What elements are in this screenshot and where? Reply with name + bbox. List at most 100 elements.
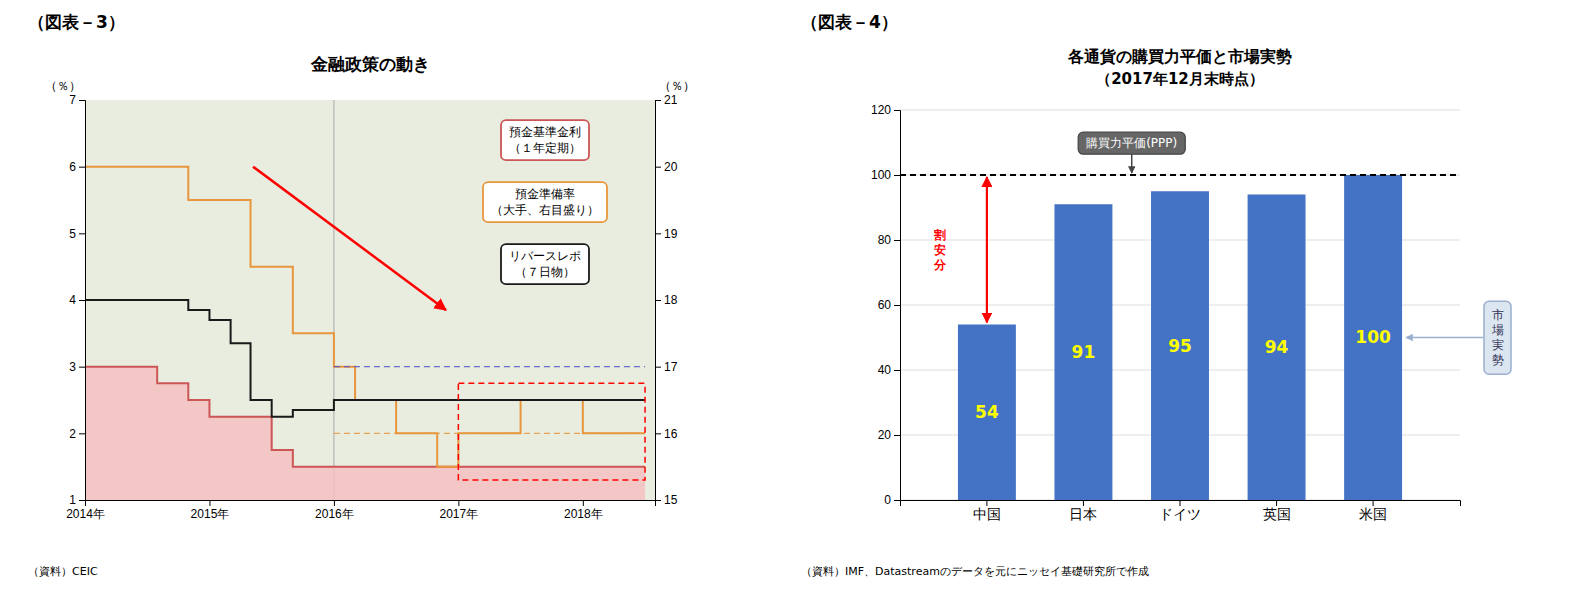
- plot-background: [85, 100, 655, 500]
- x-axis-tick: 米国: [1359, 500, 1387, 522]
- y-axis-tick: 80: [878, 233, 900, 247]
- y-axis-tick: 5: [69, 227, 85, 241]
- y-axis-line: [79, 101, 86, 501]
- x-axis-tick-mark: [583, 500, 584, 506]
- y2-axis-tick: 18: [655, 293, 678, 307]
- y-axis-tick-mark: [79, 167, 85, 168]
- reference-label: 購買力平価(PPP): [1078, 132, 1185, 173]
- y2-axis-tick-mark: [655, 367, 661, 368]
- x-axis-tick-mark: [209, 500, 210, 506]
- legend-label-line: （大手、右目盛り）: [491, 203, 599, 217]
- y-axis-tick-label: 5: [69, 227, 76, 241]
- x-axis-tick-label: 2016年: [315, 507, 354, 521]
- x-axis-tick-label: 2014年: [66, 507, 105, 521]
- y-axis-tick-label: 60: [878, 298, 892, 312]
- y-axis-tick-label: 6: [69, 160, 76, 174]
- legend-label-line: 預金基準金利: [509, 125, 581, 139]
- y2-axis-tick-label: 18: [664, 293, 678, 307]
- y2-axis-tick-label: 16: [664, 427, 678, 441]
- callout: 市場実勢: [1406, 301, 1511, 374]
- legend-item: 預金基準金利（１年定期）: [501, 120, 589, 160]
- y-axis: 1 2 3 4 5 6 7: [69, 93, 85, 507]
- legend: 預金基準金利（１年定期）預金準備率（大手、右目盛り）リバースレポ（７日物）: [483, 120, 607, 284]
- x-axis-tick-label: 2018年: [564, 507, 603, 521]
- x-axis-tick-label: 中国: [973, 506, 1001, 522]
- callout-label-line: 勢: [1492, 353, 1504, 367]
- highlight-box: [458, 383, 645, 480]
- grid-line: [900, 175, 1460, 176]
- x-axis-tick-label: 日本: [1069, 506, 1097, 522]
- bar: [1248, 195, 1306, 501]
- bar-chart: 54919594100購買力平価(PPP)割安分市場実勢020406080100…: [801, 12, 1511, 578]
- callout-label: 市場実勢: [1491, 308, 1504, 367]
- y2-axis-tick-label: 15: [664, 493, 678, 507]
- y2-axis-tick-mark: [655, 433, 661, 434]
- x-axis: 2014年 2015年 2016年 2017年 2018年: [66, 500, 655, 521]
- line-chart: 2014年 2015年 2016年 2017年 2018年 1 2 3 4 5 6 7 15 16 17 18…: [28, 12, 695, 578]
- y-axis: 0 20 40 60 80 100 120: [871, 103, 901, 507]
- y-axis-tick: 40: [878, 363, 900, 377]
- y2-axis-tick: 20: [655, 160, 678, 174]
- x-axis-tick: 2016年: [315, 500, 354, 521]
- y-axis-tick: 1: [69, 493, 85, 507]
- trend-arrow: [253, 167, 446, 310]
- plot-area: [85, 100, 645, 500]
- x-axis-tick-label: ドイツ: [1159, 506, 1201, 522]
- x-axis-tick-mark: [458, 500, 459, 506]
- figure-label: （図表－3）: [28, 12, 125, 32]
- legend-item: リバースレポ（７日物）: [501, 244, 589, 284]
- x-axis-tick-label: 2015年: [191, 507, 230, 521]
- bar: [958, 325, 1016, 501]
- y2-axis-title: （％）: [659, 79, 695, 93]
- y-axis-tick-mark: [79, 233, 85, 234]
- reference-label-box: [1078, 132, 1185, 154]
- legend-box: [501, 120, 589, 160]
- y2-axis-tick-mark: [655, 100, 661, 101]
- callout-label-line: 実: [1492, 338, 1504, 352]
- reference-label-text-line: 購買力平価(PPP): [1086, 136, 1177, 150]
- y2-axis-tick-label: 19: [664, 227, 678, 241]
- legend-label-line: （７日物）: [515, 265, 575, 279]
- bar: [1344, 175, 1402, 500]
- chart-svg: 2014年 2015年 2016年 2017年 2018年 1 2 3 4 5 6 7 15 16 17 18…: [0, 0, 1586, 590]
- bar: [1151, 191, 1209, 500]
- series-line: [85, 300, 645, 417]
- y-axis-tick-label: 80: [878, 233, 892, 247]
- grid-line: [900, 110, 1460, 111]
- y-axis-tick-label: 0: [884, 493, 891, 507]
- callout-label-line: 市: [1492, 308, 1504, 322]
- y-axis-tick-mark: [79, 300, 85, 301]
- reference-label-arrow: [1131, 154, 1133, 173]
- y-axis-tick: 100: [871, 168, 900, 182]
- y-axis-tick: 4: [69, 293, 85, 307]
- bar: [1054, 204, 1112, 500]
- y-axis-tick-label: 120: [871, 103, 891, 117]
- y-axis-tick-label: 100: [871, 168, 891, 182]
- separator-line: [333, 100, 334, 500]
- y-axis-tick: 3: [69, 360, 85, 374]
- y-axis-tick-label: 7: [69, 93, 76, 107]
- y-axis-tick-label: 20: [878, 428, 892, 442]
- gap-arrow-label-line: 安: [934, 243, 946, 257]
- y-axis-tick-label: 1: [69, 493, 76, 507]
- y-axis-tick-mark: [894, 370, 900, 371]
- y2-axis: 15 16 17 18 19 20 21: [655, 93, 678, 507]
- chart-subtitle: （2017年12月末時点）: [1096, 70, 1264, 88]
- y-axis-line: [894, 111, 901, 501]
- y2-axis-tick: 17: [655, 360, 678, 374]
- x-axis-tick: ドイツ: [1159, 500, 1201, 522]
- y2-axis-tick-mark: [655, 500, 661, 501]
- x-axis-tick: 日本: [1069, 500, 1097, 522]
- y-axis-tick-mark: [79, 433, 85, 434]
- x-axis-tick: 2017年: [440, 500, 479, 521]
- y2-axis-tick: 21: [655, 93, 678, 107]
- y2-axis-line: [656, 101, 662, 501]
- y-axis-title: （％）: [45, 79, 81, 93]
- y2-axis-tick: 19: [655, 227, 678, 241]
- x-axis: 中国日本ドイツ英国米国: [901, 500, 1461, 522]
- series-area: [85, 367, 645, 500]
- y-axis-tick-mark: [79, 367, 85, 368]
- y-axis-tick-mark: [894, 500, 900, 501]
- plot-area: [900, 175, 1460, 500]
- y-axis-tick-label: 2: [69, 427, 76, 441]
